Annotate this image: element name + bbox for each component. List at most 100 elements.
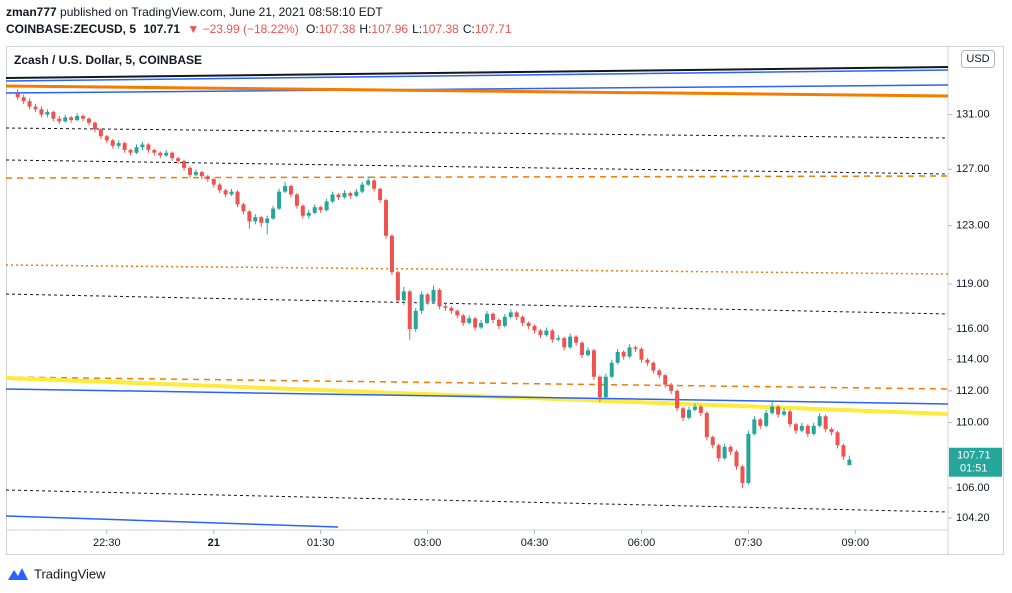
last-price: 107.71: [957, 450, 991, 462]
ohlc-value: 107.38: [318, 22, 356, 36]
x-tick-label: 07:30: [735, 537, 763, 549]
candle-body: [639, 348, 644, 360]
candle-body: [686, 409, 691, 418]
candle-body: [15, 93, 20, 98]
candle-body: [193, 172, 198, 175]
change: ▼ −23.99 (−18.22%): [187, 22, 299, 36]
candle-body: [657, 370, 662, 376]
candle-body: [770, 406, 775, 414]
symbol: COINBASE:ZECUSD, 5: [6, 22, 137, 36]
candle-body: [86, 118, 91, 123]
candle-body: [669, 384, 674, 391]
candle-body: [294, 194, 299, 206]
candle-body: [645, 359, 650, 363]
candle-body: [490, 313, 495, 320]
candle-body: [205, 176, 210, 180]
candle-body: [336, 194, 341, 198]
x-tick-label: 09:00: [842, 537, 870, 549]
candle-body: [758, 419, 763, 426]
brand: TradingView: [34, 566, 106, 581]
candle-body: [627, 347, 632, 357]
candle-body: [98, 129, 103, 137]
trend-line: [5, 127, 949, 139]
ohlc-label: O:: [306, 22, 319, 36]
chart-frame: [6, 46, 1004, 555]
candle-body: [140, 144, 145, 148]
ohlc-value: 107.38: [422, 22, 459, 36]
candle-body: [300, 205, 305, 216]
candle-body: [265, 218, 270, 223]
candle-body: [580, 342, 585, 356]
candle-body: [253, 217, 258, 222]
candle-body: [247, 211, 252, 222]
candle-body: [229, 191, 234, 195]
candle-body: [461, 315, 466, 323]
candle-body: [324, 201, 329, 211]
candle-body: [663, 375, 668, 385]
candle-body: [526, 322, 531, 326]
trend-line: [5, 388, 949, 405]
trend-line: [5, 264, 949, 275]
x-tick-label: 06:00: [628, 537, 656, 549]
candle-body: [419, 294, 424, 311]
candle-body: [63, 117, 68, 122]
candle-body: [271, 208, 276, 219]
candle-body: [164, 152, 169, 156]
candle-body: [508, 312, 513, 317]
candle-body: [318, 207, 323, 211]
candle-body: [259, 217, 264, 223]
currency-button[interactable]: [961, 50, 995, 68]
candle-body: [574, 336, 579, 343]
candle-body: [621, 351, 626, 357]
trend-line: [5, 84, 949, 94]
y-tick-label: 106.00: [956, 482, 990, 494]
candle-body: [728, 446, 733, 452]
candle-body: [841, 445, 846, 457]
candle-body: [312, 207, 317, 213]
candle-body: [568, 336, 573, 348]
y-tick-label: 127.00: [956, 163, 990, 175]
candle-body: [752, 419, 757, 434]
ohlc-value: 107.96: [371, 22, 409, 36]
candle-body: [722, 446, 727, 459]
ohlc-label: H:: [359, 22, 372, 36]
y-tick-label: 112.00: [956, 385, 989, 397]
candle-body: [591, 350, 596, 377]
x-tick-label: 21: [208, 537, 220, 549]
candle-body: [538, 330, 543, 336]
candle-body: [485, 313, 490, 323]
y-tick-label: 116.00: [956, 323, 989, 335]
candle-body: [746, 433, 751, 483]
candle-body: [675, 390, 680, 409]
publisher: zman777: [6, 5, 57, 19]
drawings: [5, 66, 949, 528]
currency[interactable]: USD: [966, 53, 989, 65]
candle-body: [805, 425, 810, 434]
x-tick-label: 01:30: [307, 537, 335, 549]
candle-body: [603, 376, 608, 398]
candle-body: [817, 416, 822, 426]
candle-body: [235, 191, 240, 205]
symbol-line: COINBASE:ZECUSD, 5 107.71 ▼ −23.99 (−18.…: [6, 22, 520, 36]
candle-body: [122, 143, 127, 150]
y-tick-label: 131.00: [956, 109, 990, 121]
candle-body: [407, 291, 412, 330]
trend-line: [5, 159, 949, 175]
candle-body: [793, 424, 798, 431]
candle-body: [431, 289, 436, 302]
candle-body: [740, 466, 745, 483]
candle-body: [764, 413, 769, 426]
candle-body: [217, 184, 222, 191]
candle-body: [170, 152, 175, 159]
candle-body: [704, 413, 709, 438]
ohlc-label: C:: [462, 22, 475, 36]
candle-body: [33, 106, 38, 110]
candle-body: [473, 318, 478, 328]
candle-body: [187, 167, 192, 175]
candle-body: [176, 158, 181, 161]
candle-body: [544, 330, 549, 336]
candle-body: [360, 184, 365, 192]
candle-body: [199, 172, 204, 177]
candle-body: [116, 143, 121, 146]
